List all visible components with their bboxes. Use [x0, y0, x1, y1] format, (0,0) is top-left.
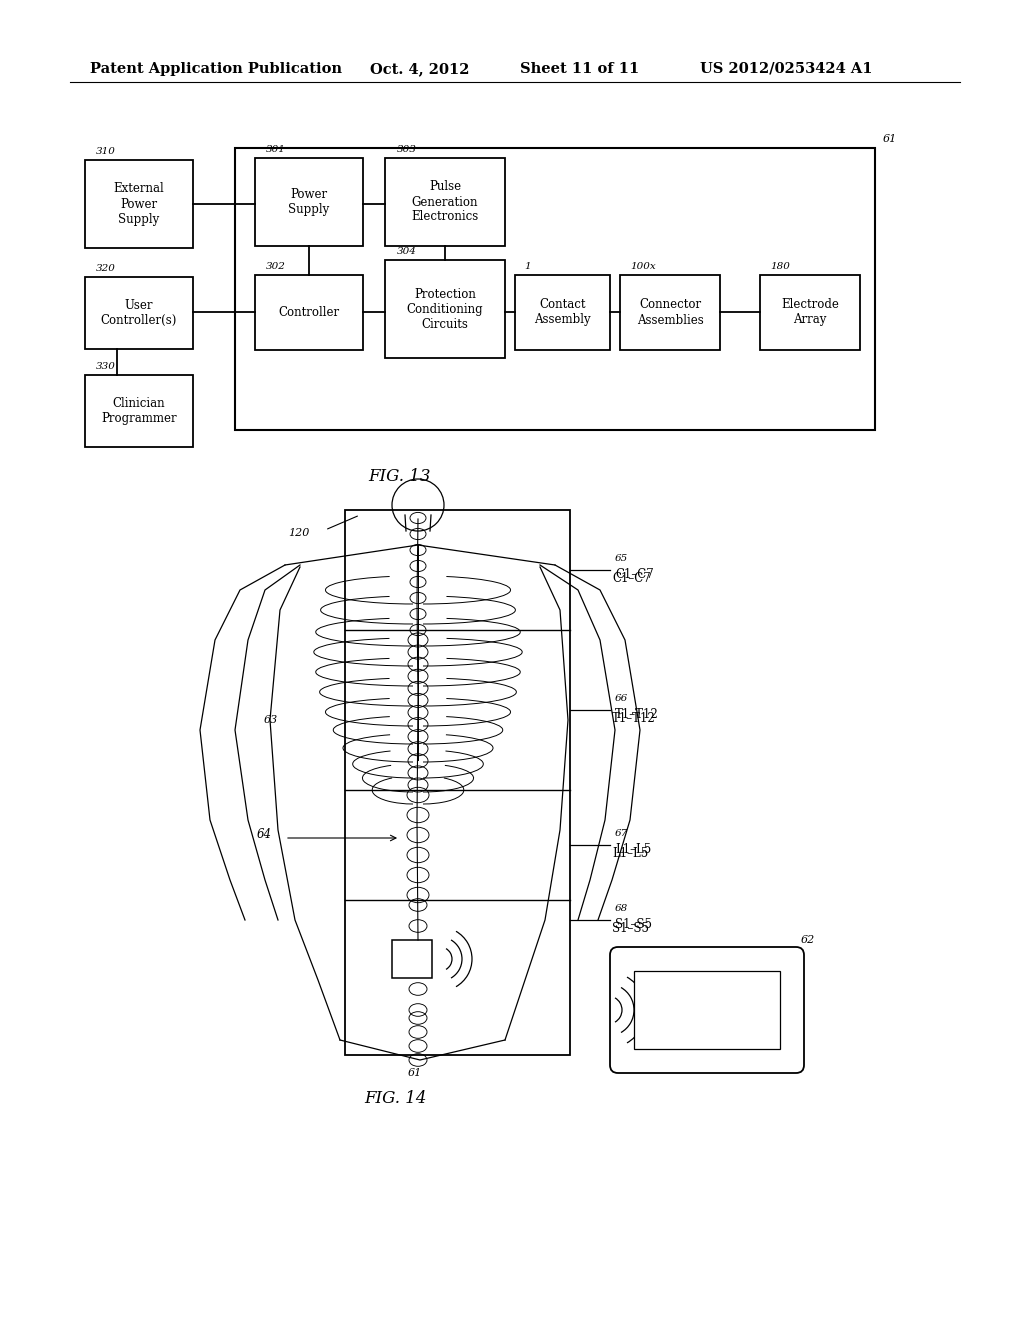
Text: 330: 330: [96, 362, 116, 371]
Text: 1: 1: [524, 261, 531, 271]
Text: 302: 302: [266, 261, 286, 271]
Text: External
Power
Supply: External Power Supply: [114, 182, 165, 226]
Text: S1–S5: S1–S5: [615, 917, 652, 931]
Text: T1–T12: T1–T12: [612, 711, 655, 725]
Text: 62: 62: [801, 935, 815, 945]
Text: Clinician
Programmer: Clinician Programmer: [101, 397, 177, 425]
Bar: [85, 277, 193, 348]
Bar: [634, 972, 780, 1049]
Text: C1–C7: C1–C7: [615, 568, 653, 581]
Text: User
Controller(s): User Controller(s): [100, 300, 177, 327]
Bar: [620, 275, 720, 350]
Text: 61: 61: [883, 135, 897, 144]
Text: FIG. 13: FIG. 13: [369, 469, 431, 484]
Text: FIG. 14: FIG. 14: [364, 1090, 426, 1107]
Text: 320: 320: [96, 264, 116, 273]
Text: 304: 304: [397, 247, 417, 256]
Text: Power
Supply: Power Supply: [289, 187, 330, 216]
Bar: [85, 160, 193, 248]
Text: C1–C7: C1–C7: [612, 572, 650, 585]
Bar: [515, 275, 610, 350]
Bar: [255, 275, 362, 350]
Text: 63: 63: [264, 715, 278, 725]
Bar: [345, 510, 570, 1055]
Text: 68: 68: [615, 904, 629, 913]
Text: Connector
Assemblies: Connector Assemblies: [637, 298, 703, 326]
Text: Oct. 4, 2012: Oct. 4, 2012: [370, 62, 469, 77]
Text: 303: 303: [397, 145, 417, 154]
Text: 65: 65: [615, 554, 629, 564]
Text: 301: 301: [266, 145, 286, 154]
Text: 66: 66: [615, 694, 629, 704]
Bar: [760, 275, 860, 350]
Text: 67: 67: [615, 829, 629, 838]
Text: 61: 61: [408, 1068, 422, 1078]
Bar: [392, 940, 432, 978]
Text: Pulse
Generation
Electronics: Pulse Generation Electronics: [412, 181, 478, 223]
Text: L1–L5: L1–L5: [615, 843, 651, 855]
Text: 100x: 100x: [630, 261, 655, 271]
Text: US 2012/0253424 A1: US 2012/0253424 A1: [700, 62, 872, 77]
Text: S1–S5: S1–S5: [612, 921, 649, 935]
Text: L1–L5: L1–L5: [612, 847, 648, 861]
Text: 310: 310: [96, 147, 116, 156]
FancyBboxPatch shape: [610, 946, 804, 1073]
Bar: [385, 158, 505, 246]
Text: Patent Application Publication: Patent Application Publication: [90, 62, 342, 77]
Text: 180: 180: [770, 261, 790, 271]
Text: Sheet 11 of 11: Sheet 11 of 11: [520, 62, 639, 77]
Text: Controller: Controller: [279, 306, 340, 319]
Bar: [385, 260, 505, 358]
Bar: [234, 148, 874, 430]
Text: Electrode
Array: Electrode Array: [781, 298, 839, 326]
Text: 64: 64: [257, 829, 272, 842]
Text: Protection
Conditioning
Circuits: Protection Conditioning Circuits: [407, 288, 483, 330]
Text: Contact
Assembly: Contact Assembly: [535, 298, 591, 326]
Bar: [255, 158, 362, 246]
Text: 120: 120: [289, 528, 310, 539]
Text: T1–T12: T1–T12: [615, 708, 658, 721]
Bar: [85, 375, 193, 447]
